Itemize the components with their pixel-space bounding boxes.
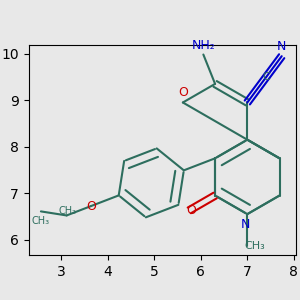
Text: CH₃: CH₃ (244, 241, 265, 251)
Text: N: N (277, 40, 286, 53)
Text: NH₂: NH₂ (191, 39, 215, 52)
Text: O: O (86, 200, 96, 213)
Text: C: C (262, 72, 270, 82)
Text: O: O (187, 204, 196, 217)
Text: CH₃: CH₃ (32, 216, 50, 226)
Text: CH₂: CH₂ (58, 206, 76, 216)
Text: O: O (178, 86, 188, 99)
Text: N: N (240, 218, 250, 231)
